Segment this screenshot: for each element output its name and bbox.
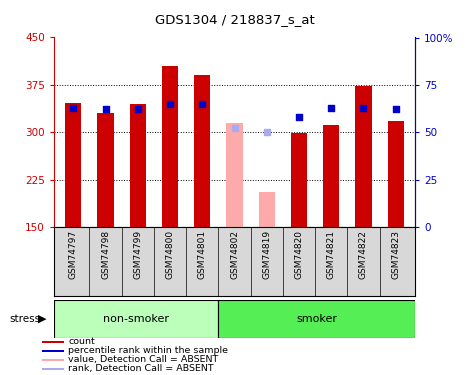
Text: GSM74820: GSM74820 [295, 230, 303, 279]
Point [360, 105, 367, 111]
Text: value, Detection Call = ABSENT: value, Detection Call = ABSENT [68, 355, 219, 364]
Text: percentile rank within the sample: percentile rank within the sample [68, 346, 228, 355]
Text: GSM74823: GSM74823 [391, 230, 400, 279]
Point [198, 101, 206, 107]
Text: GSM74798: GSM74798 [101, 230, 110, 279]
Text: GSM74802: GSM74802 [230, 230, 239, 279]
Text: smoker: smoker [296, 314, 337, 324]
Point [102, 106, 109, 112]
Bar [54, 300, 219, 338]
Bar [42, 350, 64, 352]
Bar [291, 134, 307, 227]
Bar [323, 124, 339, 227]
Point [392, 106, 400, 112]
Bar [219, 300, 415, 338]
Text: stress: stress [9, 314, 40, 324]
Text: GSM74821: GSM74821 [327, 230, 336, 279]
Point [327, 105, 335, 111]
Text: GSM74801: GSM74801 [198, 230, 207, 279]
Text: GSM74800: GSM74800 [166, 230, 174, 279]
Point [263, 129, 271, 135]
Bar [65, 102, 81, 227]
Bar [356, 86, 371, 227]
Point [134, 106, 142, 112]
Bar [42, 368, 64, 370]
Text: GSM74822: GSM74822 [359, 230, 368, 279]
Bar [259, 192, 275, 227]
Bar [42, 359, 64, 361]
Bar [162, 66, 178, 227]
Text: count: count [68, 338, 95, 346]
Text: GSM74799: GSM74799 [133, 230, 142, 279]
Point [69, 105, 77, 111]
Bar [98, 113, 113, 227]
Text: rank, Detection Call = ABSENT: rank, Detection Call = ABSENT [68, 364, 214, 373]
Bar [130, 104, 146, 227]
Bar [194, 75, 210, 227]
Point [231, 125, 238, 131]
Bar [42, 341, 64, 343]
Text: GSM74797: GSM74797 [69, 230, 78, 279]
Point [166, 101, 174, 107]
Point [295, 114, 303, 120]
Bar [227, 123, 242, 227]
Text: non-smoker: non-smoker [103, 314, 169, 324]
Bar [388, 121, 404, 227]
Text: ▶: ▶ [38, 314, 46, 324]
Text: GSM74819: GSM74819 [262, 230, 271, 279]
Text: GDS1304 / 218837_s_at: GDS1304 / 218837_s_at [155, 13, 314, 26]
